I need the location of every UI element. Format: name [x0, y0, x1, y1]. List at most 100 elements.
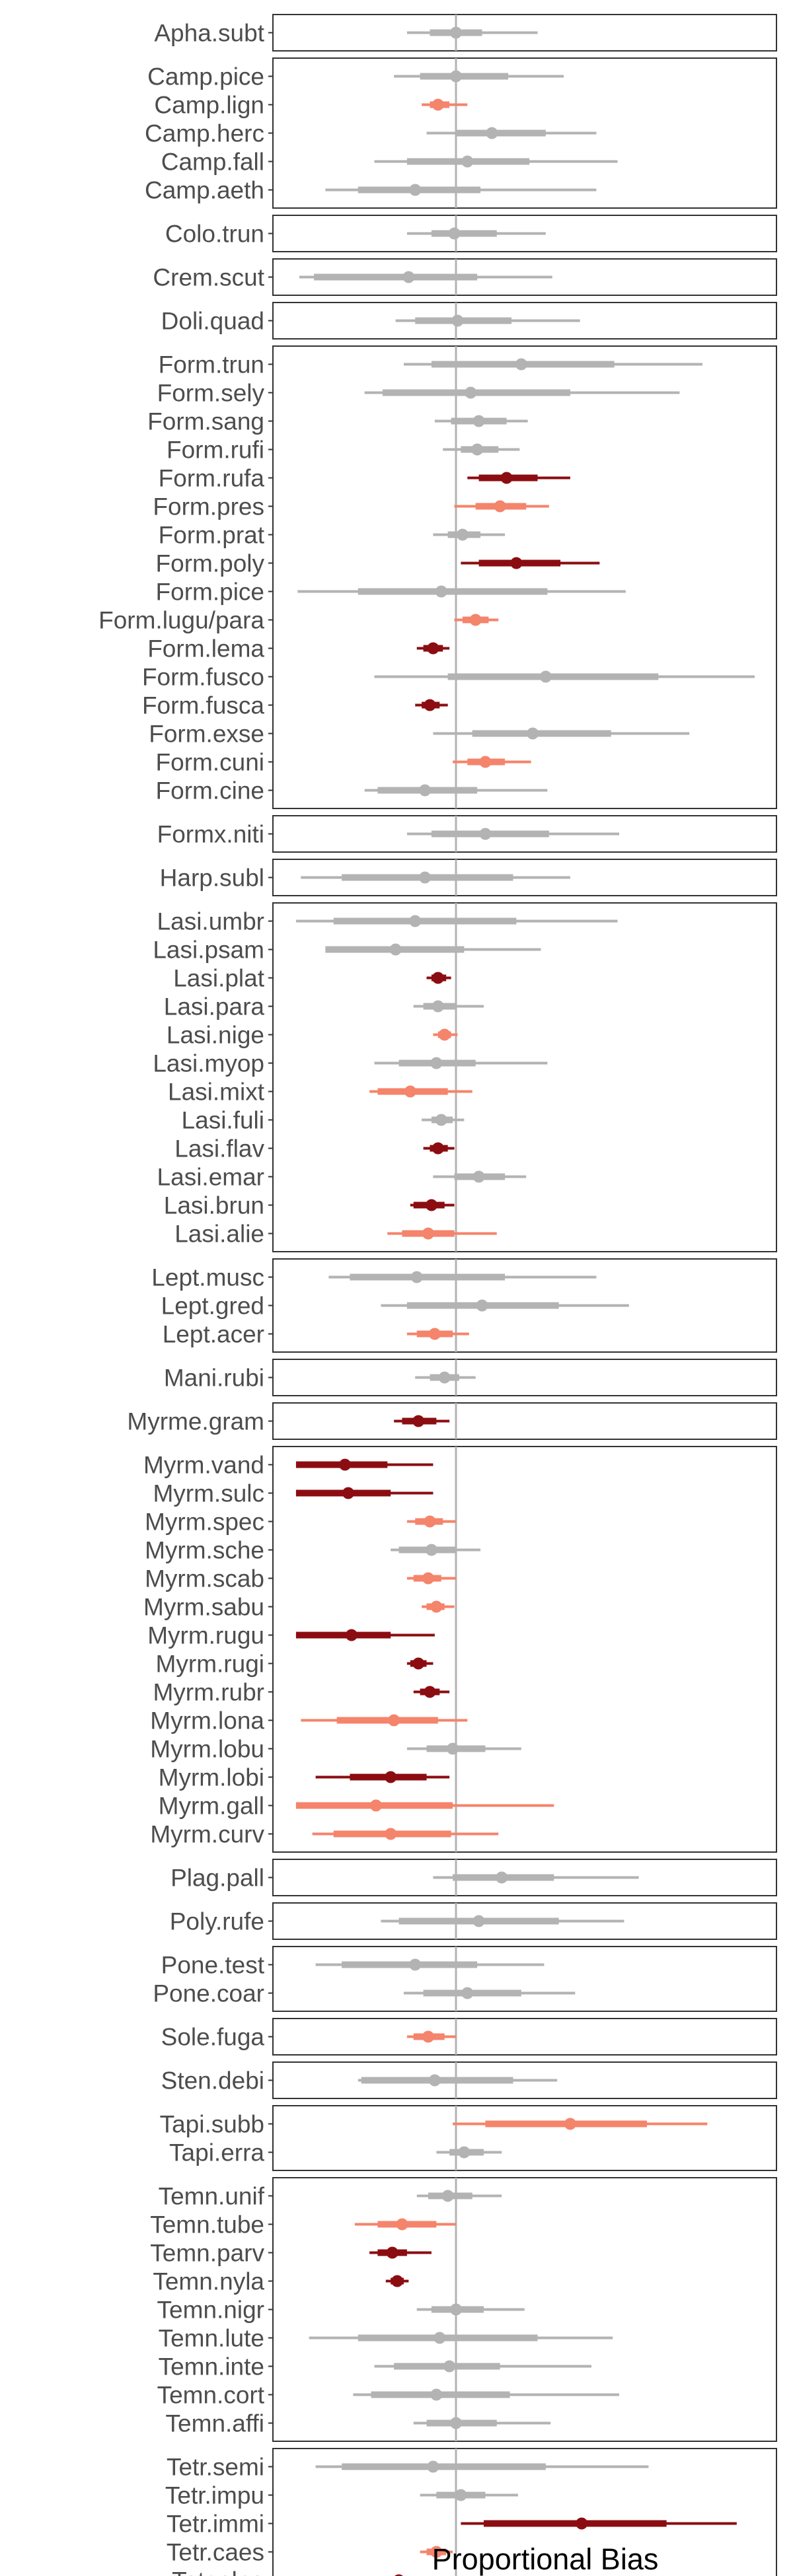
interval-form-pres — [454, 500, 549, 513]
species-label: Plag.pall — [170, 1865, 264, 1892]
point-estimate — [428, 1328, 441, 1340]
species-label: Tapi.erra — [169, 2139, 264, 2166]
point-estimate — [500, 472, 513, 484]
panel-border — [272, 57, 777, 209]
point-estimate — [450, 2303, 462, 2316]
panel-border — [272, 2018, 777, 2056]
interval-form-rufa — [467, 472, 570, 484]
point-estimate — [450, 70, 462, 83]
point-estimate — [472, 1915, 485, 1927]
point-estimate — [448, 227, 461, 240]
interval-temn-lute — [309, 2332, 613, 2344]
species-label: Myrm.scab — [145, 1565, 264, 1592]
point-estimate — [425, 1199, 437, 1211]
point-estimate — [496, 1871, 508, 1884]
interval-plag-pall — [433, 1871, 639, 1884]
interval-tetr-caes — [420, 2546, 453, 2558]
point-estimate — [461, 1987, 474, 1999]
facet-panel-plag — [272, 1859, 777, 1896]
point-estimate — [391, 2275, 404, 2287]
point-estimate — [339, 1458, 352, 1471]
species-label: Lept.musc — [151, 1264, 264, 1291]
interval-tetr-semi — [315, 2460, 649, 2473]
point-estimate — [432, 1000, 444, 1013]
interval-myrm-sche — [391, 1544, 481, 1556]
facet-panel-mani — [272, 1359, 777, 1396]
species-label: Form.exse — [149, 721, 264, 748]
interval-tapi-erra — [436, 2146, 502, 2159]
panel-border — [272, 1359, 777, 1396]
species-label: Formx.niti — [157, 821, 264, 848]
species-label: Temn.nyla — [153, 2268, 264, 2295]
point-estimate — [412, 1657, 425, 1670]
species-label: Form.poly — [156, 550, 265, 577]
interval-temn-cort — [353, 2388, 619, 2401]
interval-temn-unif — [416, 2190, 502, 2202]
species-label: Lasi.flav — [174, 1135, 264, 1163]
point-estimate — [422, 2030, 435, 2043]
interval-poly-rufe — [381, 1915, 624, 1927]
facet-panel-form — [272, 345, 777, 809]
interval-myrm-curv — [312, 1828, 499, 1840]
interval-myrm-scab — [406, 1572, 456, 1585]
species-label: Form.fusco — [142, 664, 264, 691]
point-estimate — [486, 127, 498, 139]
point-estimate — [395, 2574, 403, 2576]
species-label: Lasi.nige — [167, 1022, 264, 1049]
point-estimate — [427, 2460, 439, 2473]
interval-form-fusco — [374, 670, 755, 683]
panel-border — [272, 345, 777, 809]
species-label: Myrm.gall — [159, 1793, 264, 1820]
interval-temn-nigr — [416, 2303, 525, 2316]
interval-temn-affi — [413, 2417, 551, 2429]
facet-panel-formx — [272, 815, 777, 853]
interval-colo-trun — [406, 227, 546, 240]
species-label: Form.sang — [147, 408, 264, 435]
facet-panel-doli — [272, 302, 777, 340]
point-estimate — [476, 1299, 488, 1312]
interval-apha-subt — [406, 26, 538, 39]
point-estimate — [576, 2517, 588, 2530]
point-estimate — [472, 415, 485, 427]
panel-border — [272, 2105, 777, 2171]
species-label: Sten.debi — [161, 2067, 264, 2094]
facet-panel-pone — [272, 1946, 777, 2012]
species-label: Harp.subl — [160, 865, 264, 892]
point-estimate — [410, 1271, 423, 1283]
interval-camp-pice — [394, 70, 564, 83]
interval-myrm-rubr — [413, 1686, 450, 1698]
point-estimate — [451, 314, 464, 327]
interval-myrm-rugu — [295, 1629, 435, 1641]
point-estimate — [428, 2074, 441, 2087]
interval-form-cuni — [453, 756, 531, 768]
interval-lasi-alie — [387, 1227, 497, 1240]
point-estimate — [564, 2118, 576, 2130]
species-label: Form.lugu/para — [98, 607, 264, 634]
point-estimate — [515, 358, 527, 371]
species-label: Lasi.plat — [173, 965, 265, 992]
point-estimate — [424, 1515, 436, 1528]
species-label: Myrm.curv — [150, 1821, 264, 1848]
interval-form-exse — [433, 727, 690, 740]
interval-tapi-subb — [453, 2118, 708, 2130]
species-label: Camp.lign — [154, 92, 264, 119]
species-label: Temn.tube — [150, 2211, 264, 2238]
species-label: Form.rufa — [159, 465, 265, 492]
point-estimate — [388, 1714, 400, 1727]
interval-crem-scut — [299, 271, 552, 283]
point-estimate — [461, 155, 474, 168]
interval-camp-herc — [426, 127, 597, 139]
species-label: Lasi.brun — [164, 1192, 264, 1219]
interval-camp-aeth — [325, 184, 597, 196]
point-estimate — [386, 2246, 398, 2259]
point-estimate — [447, 1742, 459, 1755]
species-label: Lasi.alie — [174, 1221, 264, 1248]
species-label: Myrm.sulc — [153, 1480, 264, 1507]
interval-lasi-brun — [410, 1199, 455, 1211]
interval-temn-nyla — [385, 2275, 409, 2287]
point-estimate — [396, 2218, 408, 2231]
interval-form-cine — [364, 784, 548, 797]
point-estimate — [385, 1771, 397, 1783]
species-label: Pone.test — [161, 1952, 265, 1979]
point-estimate — [443, 2360, 456, 2373]
